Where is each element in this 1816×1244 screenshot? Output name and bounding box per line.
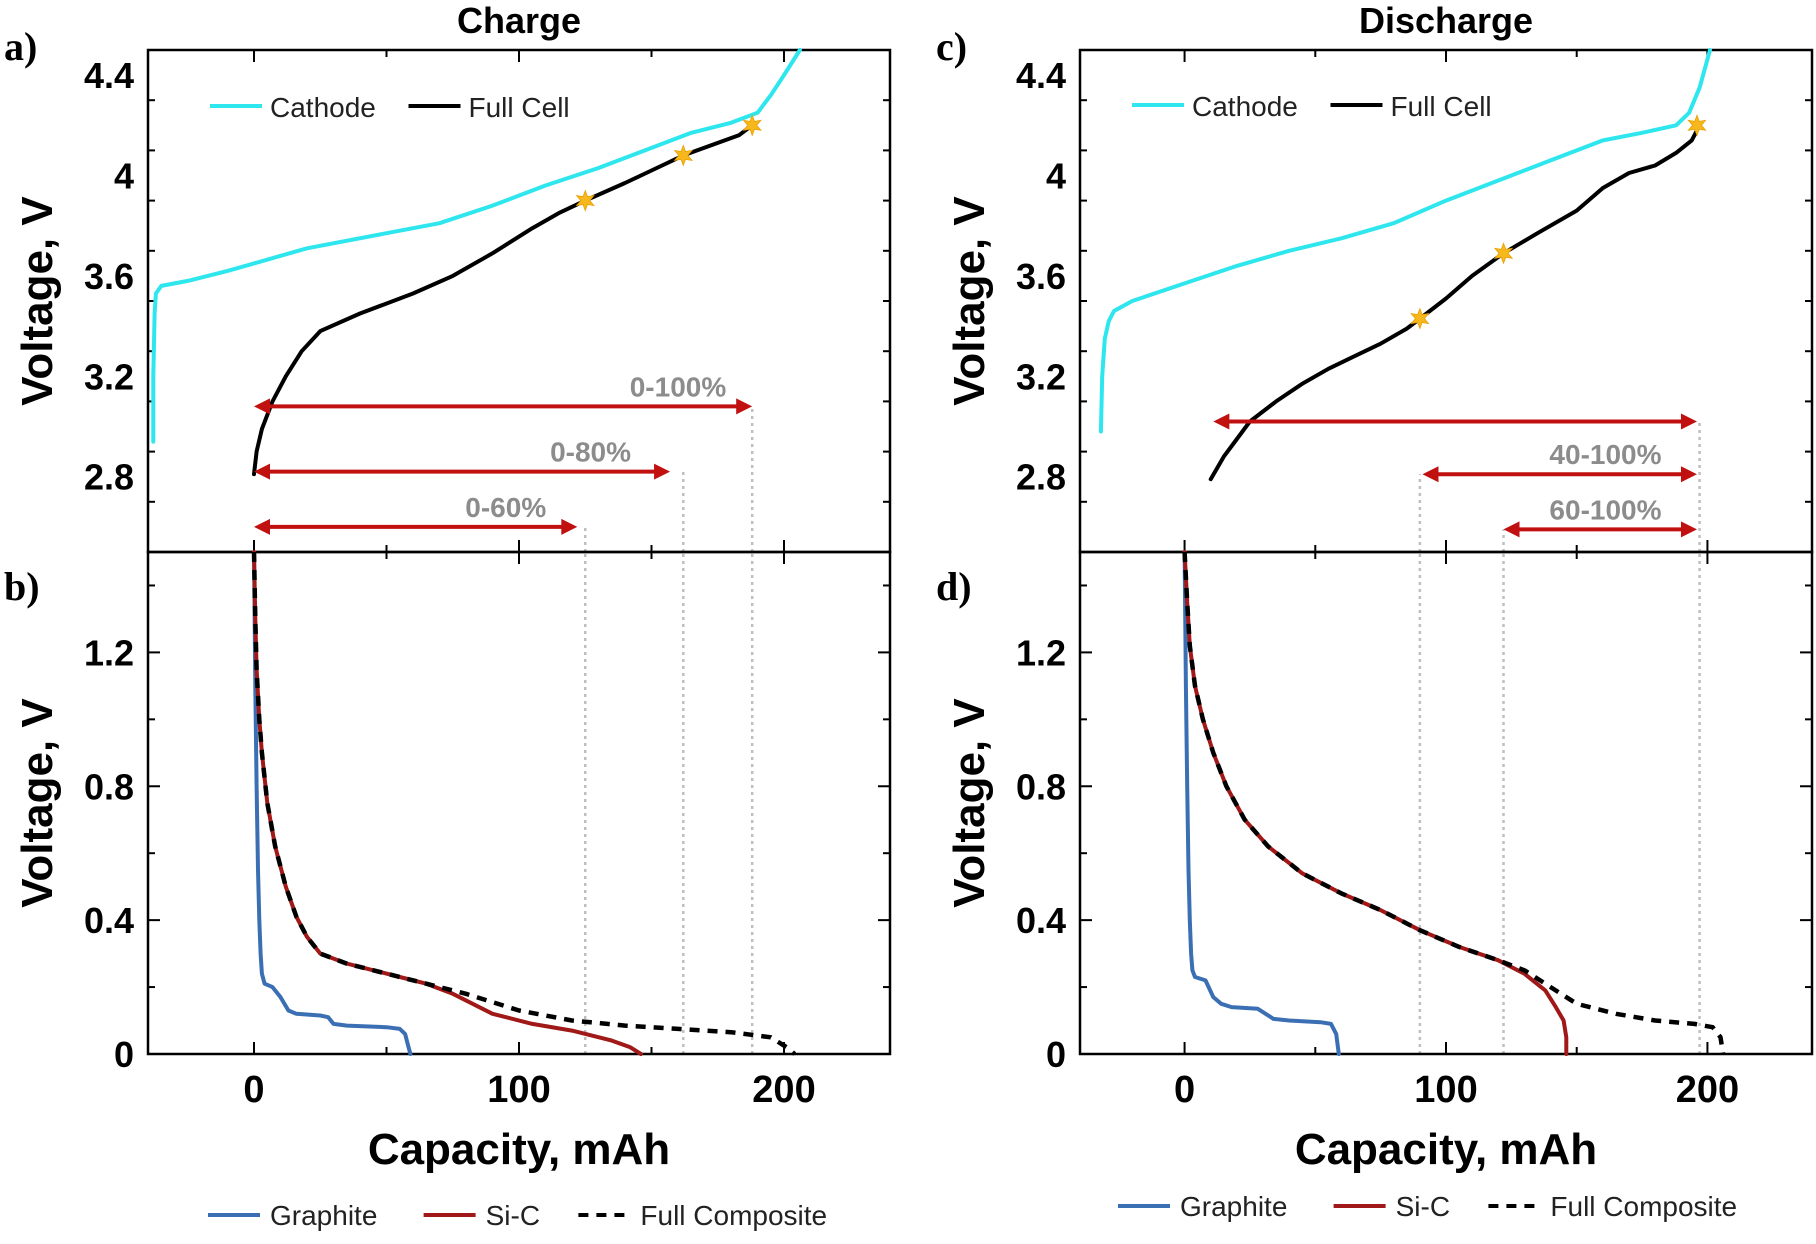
y-tick-label-d: 1.2 (1016, 632, 1066, 673)
range-arrowhead-left-c-2 (1503, 521, 1520, 538)
panel-label-c: c) (936, 24, 967, 69)
range-arrowhead-right-a-1 (654, 463, 671, 480)
data-point-marker-a-0 (575, 189, 595, 212)
guide-lines-layer (584, 406, 1701, 1054)
series-line-full-composite-b (251, 551, 797, 1056)
axes-frames-layer (146, 48, 1814, 1056)
x-tick-label-b: 100 (487, 1069, 550, 1111)
data-point-marker-c-1 (1493, 242, 1514, 265)
panel-title-c: Discharge (1359, 0, 1533, 41)
data-point-marker-a-1 (673, 144, 694, 167)
y-tick-label-a: 4.4 (84, 55, 134, 96)
y-tick-label-c: 4 (1046, 156, 1066, 197)
legend-label-full-composite-d: Full Composite (1550, 1191, 1737, 1222)
y-tick-label-c: 3.2 (1016, 356, 1066, 397)
x-tick-label-d: 0 (1174, 1069, 1195, 1111)
legend-label-si-c-b: Si-C (486, 1200, 540, 1231)
series-line-graphite-d (1182, 550, 1341, 1056)
range-arrowhead-right-a-0 (736, 398, 753, 415)
y-tick-label-c: 4.4 (1016, 55, 1066, 96)
series-line-si-c-d (1182, 550, 1569, 1056)
range-label-a-1: 0-80% (550, 437, 631, 468)
y-tick-label-a: 3.6 (84, 256, 134, 297)
x-axis-label-b: Capacity, mAh (368, 1125, 670, 1174)
y-tick-label-b: 0.8 (84, 766, 134, 807)
y-tick-label-b: 0.4 (84, 900, 134, 941)
markers-layer (575, 114, 1707, 330)
panel-title-a: Charge (457, 0, 581, 41)
series-line-full-cell-a (252, 123, 755, 477)
range-arrowhead-right-c-0 (1680, 413, 1697, 430)
range-arrowhead-left-a-2 (254, 518, 270, 535)
legend-label-si-c-d: Si-C (1396, 1191, 1450, 1222)
series-line-si-c-b (252, 550, 643, 1056)
range-arrows-layer (254, 398, 1697, 538)
legend-label-full-cell-a: Full Cell (469, 92, 570, 123)
range-label-a-2: 0-60% (465, 492, 546, 523)
legend-label-cathode-a: Cathode (270, 92, 376, 123)
legend-label-graphite-d: Graphite (1180, 1191, 1287, 1222)
y-tick-label-c: 3.6 (1016, 256, 1066, 297)
panel-label-b: b) (4, 564, 40, 609)
text-layer: 2.8 3.2 3.6 4 4.4 Voltage, V Charge a) 0-100% 0-8… (4, 0, 1739, 1231)
legend-label-full-cell-c: Full Cell (1391, 91, 1492, 122)
y-tick-label-b: 1.2 (84, 632, 134, 673)
series-line-cathode-c (1098, 48, 1712, 434)
data-point-marker-c-0 (1410, 307, 1430, 330)
series-line-full-cell-c (1208, 128, 1699, 482)
y-tick-label-b: 0 (114, 1034, 134, 1075)
range-label-a-0: 0-100% (630, 371, 727, 402)
range-arrowhead-right-c-2 (1680, 521, 1697, 538)
axes-frame-b (146, 550, 892, 1056)
range-label-c-1: 40-100% (1549, 439, 1661, 470)
x-tick-label-b: 200 (752, 1069, 815, 1111)
y-tick-label-d: 0.8 (1016, 766, 1066, 807)
panel-label-a: a) (4, 24, 37, 69)
series-line-full-composite-d (1182, 551, 1726, 1055)
x-tick-label-d: 100 (1414, 1069, 1477, 1111)
legend-label-full-composite-b: Full Composite (640, 1200, 827, 1231)
legend-label-graphite-b: Graphite (270, 1200, 377, 1231)
axes-frame-a (146, 48, 892, 554)
curves-layer (151, 48, 1726, 1056)
panel-label-d: d) (936, 564, 972, 609)
data-point-marker-a-2 (742, 114, 762, 137)
x-axis-label-d: Capacity, mAh (1295, 1125, 1597, 1174)
range-arrowhead-left-c-1 (1422, 466, 1439, 483)
range-arrowhead-right-c-1 (1680, 466, 1697, 483)
y-axis-label-b: Voltage, V (13, 698, 62, 908)
y-tick-label-a: 4 (114, 156, 134, 197)
range-arrowhead-left-a-0 (254, 398, 270, 415)
y-axis-label-d: Voltage, V (945, 698, 994, 908)
data-point-marker-c-2 (1687, 114, 1707, 137)
y-tick-label-a: 2.8 (84, 457, 134, 498)
legend-label-cathode-c: Cathode (1192, 91, 1298, 122)
y-axis-label-a: Voltage, V (13, 196, 62, 406)
series-line-graphite-b (252, 550, 413, 1056)
y-tick-label-a: 3.2 (84, 356, 134, 397)
y-tick-label-c: 2.8 (1016, 457, 1066, 498)
y-tick-label-d: 0 (1046, 1034, 1066, 1075)
y-tick-label-d: 0.4 (1016, 900, 1066, 941)
range-arrowhead-left-c-0 (1213, 413, 1230, 430)
range-arrowhead-right-a-2 (561, 518, 578, 535)
series-line-cathode-a (151, 48, 802, 444)
y-axis-label-c: Voltage, V (945, 196, 994, 406)
x-tick-label-b: 0 (243, 1069, 264, 1111)
range-label-c-2: 60-100% (1549, 494, 1661, 525)
x-tick-label-d: 200 (1676, 1069, 1739, 1111)
range-arrowhead-left-a-1 (254, 463, 270, 480)
